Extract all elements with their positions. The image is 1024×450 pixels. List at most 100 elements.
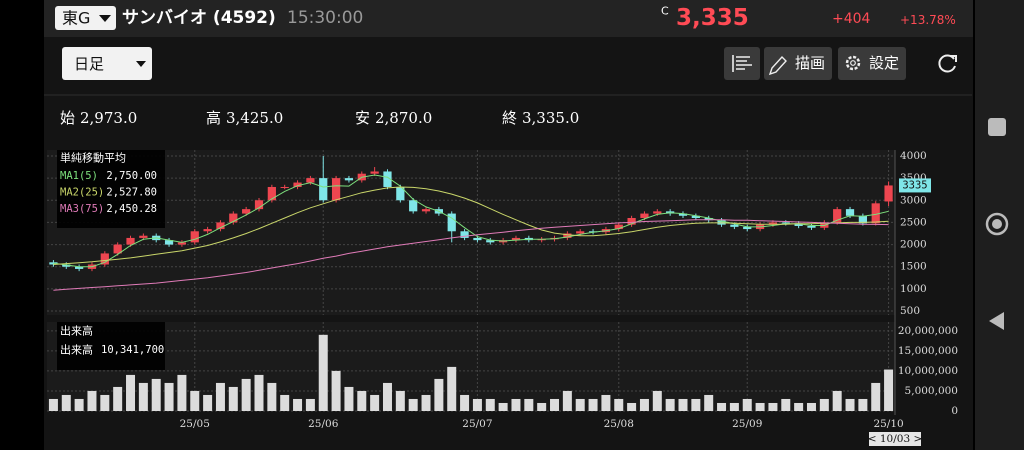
market: 東G — [62, 9, 90, 28]
volume-bar — [472, 398, 482, 411]
legend-value: 2,750.00 — [106, 170, 157, 182]
candle-body — [447, 213, 456, 232]
volume-bar — [177, 374, 187, 411]
settings-button[interactable] — [838, 47, 906, 80]
y-tick-label: 2000 — [900, 239, 927, 251]
volume-bar — [318, 334, 328, 411]
x-tick-label: 25/08 — [604, 418, 634, 430]
volume-bar — [113, 386, 123, 411]
volume-bar — [768, 402, 778, 411]
candle-body — [242, 209, 251, 214]
cursor-box — [869, 432, 921, 446]
stock-name: サンバイオ (4592) — [122, 8, 276, 28]
volume-bar — [871, 382, 881, 411]
volume-bar — [138, 382, 148, 411]
ma-line — [53, 186, 889, 265]
candle-body — [306, 178, 315, 183]
volume-bar — [421, 394, 431, 411]
header-bar — [44, 0, 973, 37]
candle-body — [576, 231, 585, 234]
dropdown-arrow — [136, 61, 146, 67]
volume-bar — [74, 398, 84, 411]
candle-body — [614, 224, 623, 230]
volume-bar — [87, 390, 97, 411]
legend-value: 2,527.80 — [106, 187, 157, 199]
last-price-tag — [899, 178, 931, 193]
draw-button[interactable] — [764, 47, 832, 80]
candle-body — [858, 215, 867, 224]
candle-body — [177, 242, 187, 245]
candle-body — [486, 240, 495, 243]
candle-body — [421, 209, 431, 212]
last-price: 3335 — [902, 179, 927, 191]
volume-bar — [280, 394, 290, 411]
candle-body — [871, 203, 880, 224]
volume-bar — [717, 402, 727, 411]
candle-body — [653, 211, 662, 214]
indicator-button[interactable] — [724, 47, 760, 80]
period-select[interactable] — [62, 47, 152, 80]
volume-bar — [447, 366, 457, 411]
volume-bar — [293, 398, 303, 411]
volume-bar — [588, 398, 598, 411]
nav-home-dot — [992, 219, 1002, 229]
candle-body — [627, 217, 636, 225]
volume-bar — [832, 390, 842, 411]
ohlc-label: 始 — [60, 109, 75, 127]
volume-bar — [781, 398, 791, 411]
candle-body — [75, 266, 84, 269]
x-tick-label: 25/09 — [732, 418, 762, 430]
volume-bar — [357, 390, 367, 411]
candle-body — [100, 253, 109, 265]
period: 日足 — [74, 55, 104, 73]
volume-bar — [729, 402, 739, 411]
candle-body — [640, 213, 649, 218]
volume-bar — [550, 398, 560, 411]
volume-bar — [382, 382, 392, 411]
volume-bar — [614, 398, 624, 411]
candle-body — [833, 209, 842, 223]
volume-bar — [151, 378, 161, 411]
candle-body — [704, 217, 713, 221]
x-tick-label: 25/10 — [873, 418, 903, 430]
price: 3,335 — [676, 5, 749, 31]
volume-bar — [48, 398, 58, 411]
volume-bar — [228, 386, 238, 411]
legend-name: MA1(5) — [60, 170, 98, 182]
volume-bar — [460, 394, 470, 411]
ma-line — [53, 219, 889, 291]
candle-body — [807, 225, 816, 228]
volume-bar — [434, 378, 444, 411]
legend-box — [57, 322, 165, 370]
ohlc-value: 2,973.0 — [80, 109, 137, 127]
candle-body — [280, 186, 289, 188]
volume-bar — [203, 394, 213, 411]
candle-body — [768, 222, 778, 225]
nav-back[interactable] — [989, 312, 1004, 330]
price-flag: C — [661, 5, 669, 18]
nav-recent[interactable] — [988, 118, 1006, 136]
volume-bar — [742, 398, 752, 411]
ma-line — [53, 174, 889, 268]
market-select[interactable] — [55, 6, 116, 30]
nav-home[interactable] — [985, 212, 1009, 236]
list-icon — [732, 55, 752, 72]
y-tick-label: 1000 — [900, 283, 927, 295]
candle-body — [409, 200, 418, 212]
y-tick-label: 4000 — [900, 150, 927, 162]
volume-bar — [819, 398, 829, 411]
change-pct: +13.78% — [900, 13, 956, 27]
volume-bar — [267, 382, 277, 411]
refresh-icon[interactable] — [938, 54, 956, 73]
volume-bar — [858, 398, 868, 411]
x-tick-label: 25/06 — [308, 418, 339, 430]
candle-body — [370, 171, 379, 174]
volume-bar — [485, 398, 495, 411]
candle-body — [254, 200, 264, 210]
candle-body — [190, 231, 199, 243]
refresh-arrow — [950, 55, 957, 62]
legend-name: MA2(25) — [60, 187, 104, 199]
candle-body — [62, 264, 71, 267]
volume-bar — [562, 390, 572, 411]
volume-bar — [511, 398, 521, 411]
